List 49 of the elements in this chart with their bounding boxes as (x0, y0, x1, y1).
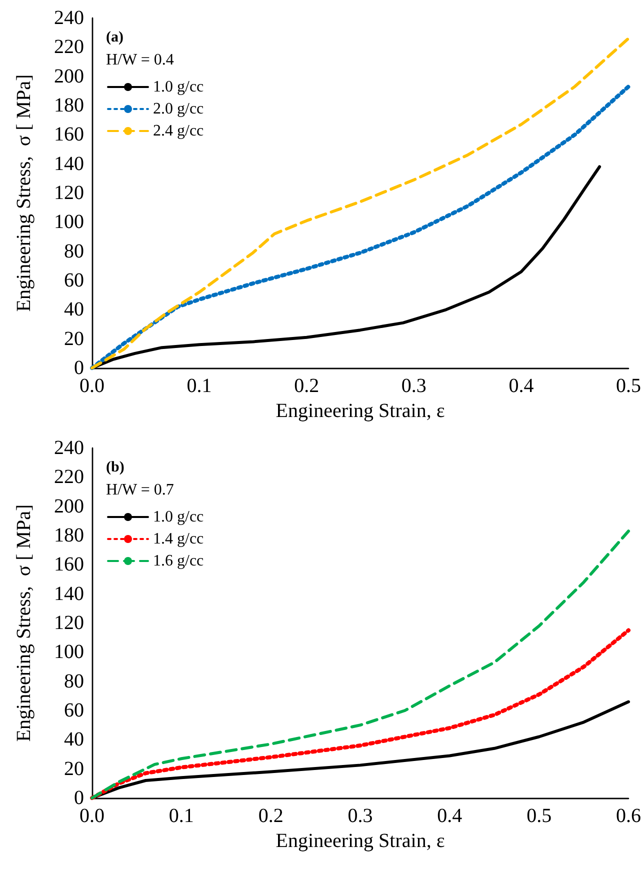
x-tick-label: 0.4 (437, 805, 462, 827)
y-tick-label: 240 (54, 7, 84, 29)
y-tick-label: 180 (54, 94, 84, 116)
y-tick-label: 40 (64, 298, 84, 321)
y-tick-label: 240 (54, 437, 84, 459)
legend-label: 2.4 g/cc (153, 122, 204, 140)
x-tick-label: 0.4 (508, 375, 534, 397)
y-tick-label: 200 (54, 495, 84, 518)
y-tick-label: 100 (54, 211, 84, 234)
x-tick-label: 0.1 (186, 375, 212, 397)
y-tick-label: 120 (54, 612, 84, 634)
x-tick-label: 0.3 (348, 805, 373, 827)
legend-label: 1.0 g/cc (153, 78, 204, 96)
y-tick-label: 220 (54, 36, 84, 58)
y-tick-label: 160 (54, 554, 84, 576)
x-tick-label: 0.1 (168, 805, 194, 827)
y-tick-label: 20 (64, 328, 84, 350)
y-tick-label: 140 (54, 582, 84, 605)
y-tick-label: 140 (54, 152, 84, 175)
y-tick-label: 20 (64, 758, 84, 780)
legend-label: 1.6 g/cc (153, 552, 204, 570)
x-tick-label: 0.5 (616, 375, 641, 397)
legend-label: 1.4 g/cc (153, 530, 204, 548)
y-tick-label: 200 (54, 65, 84, 88)
legend-label: 1.0 g/cc (153, 508, 204, 526)
y-tick-label: 60 (64, 700, 84, 722)
y-axis-title: Engineering Stress, σ [ MPa] (13, 74, 35, 312)
y-tick-label: 100 (54, 641, 84, 664)
x-tick-label: 0.2 (294, 375, 320, 397)
y-tick-label: 180 (54, 524, 84, 546)
annotation: H/W = 0.7 (106, 482, 174, 498)
y-tick-label: 160 (54, 124, 84, 146)
x-tick-label: 0.6 (616, 805, 641, 827)
x-axis-title: Engineering Strain, ε (276, 400, 445, 422)
x-tick-label: 0.3 (401, 375, 426, 397)
y-tick-label: 220 (54, 466, 84, 488)
x-axis-title: Engineering Strain, ε (276, 830, 445, 852)
annotation: H/W = 0.4 (106, 52, 174, 68)
y-axis-title: Engineering Stress, σ [ MPa] (13, 504, 35, 742)
annotation: (b) (106, 460, 124, 476)
y-tick-label: 60 (64, 270, 84, 292)
y-tick-label: 120 (54, 182, 84, 204)
x-tick-label: 0.5 (526, 805, 552, 827)
y-tick-label: 40 (64, 728, 84, 751)
y-tick-label: 80 (64, 670, 84, 692)
x-tick-label: 0.2 (258, 805, 284, 827)
y-tick-label: 80 (64, 240, 84, 262)
legend-label: 2.0 g/cc (153, 100, 204, 118)
annotation: (a) (106, 30, 124, 46)
